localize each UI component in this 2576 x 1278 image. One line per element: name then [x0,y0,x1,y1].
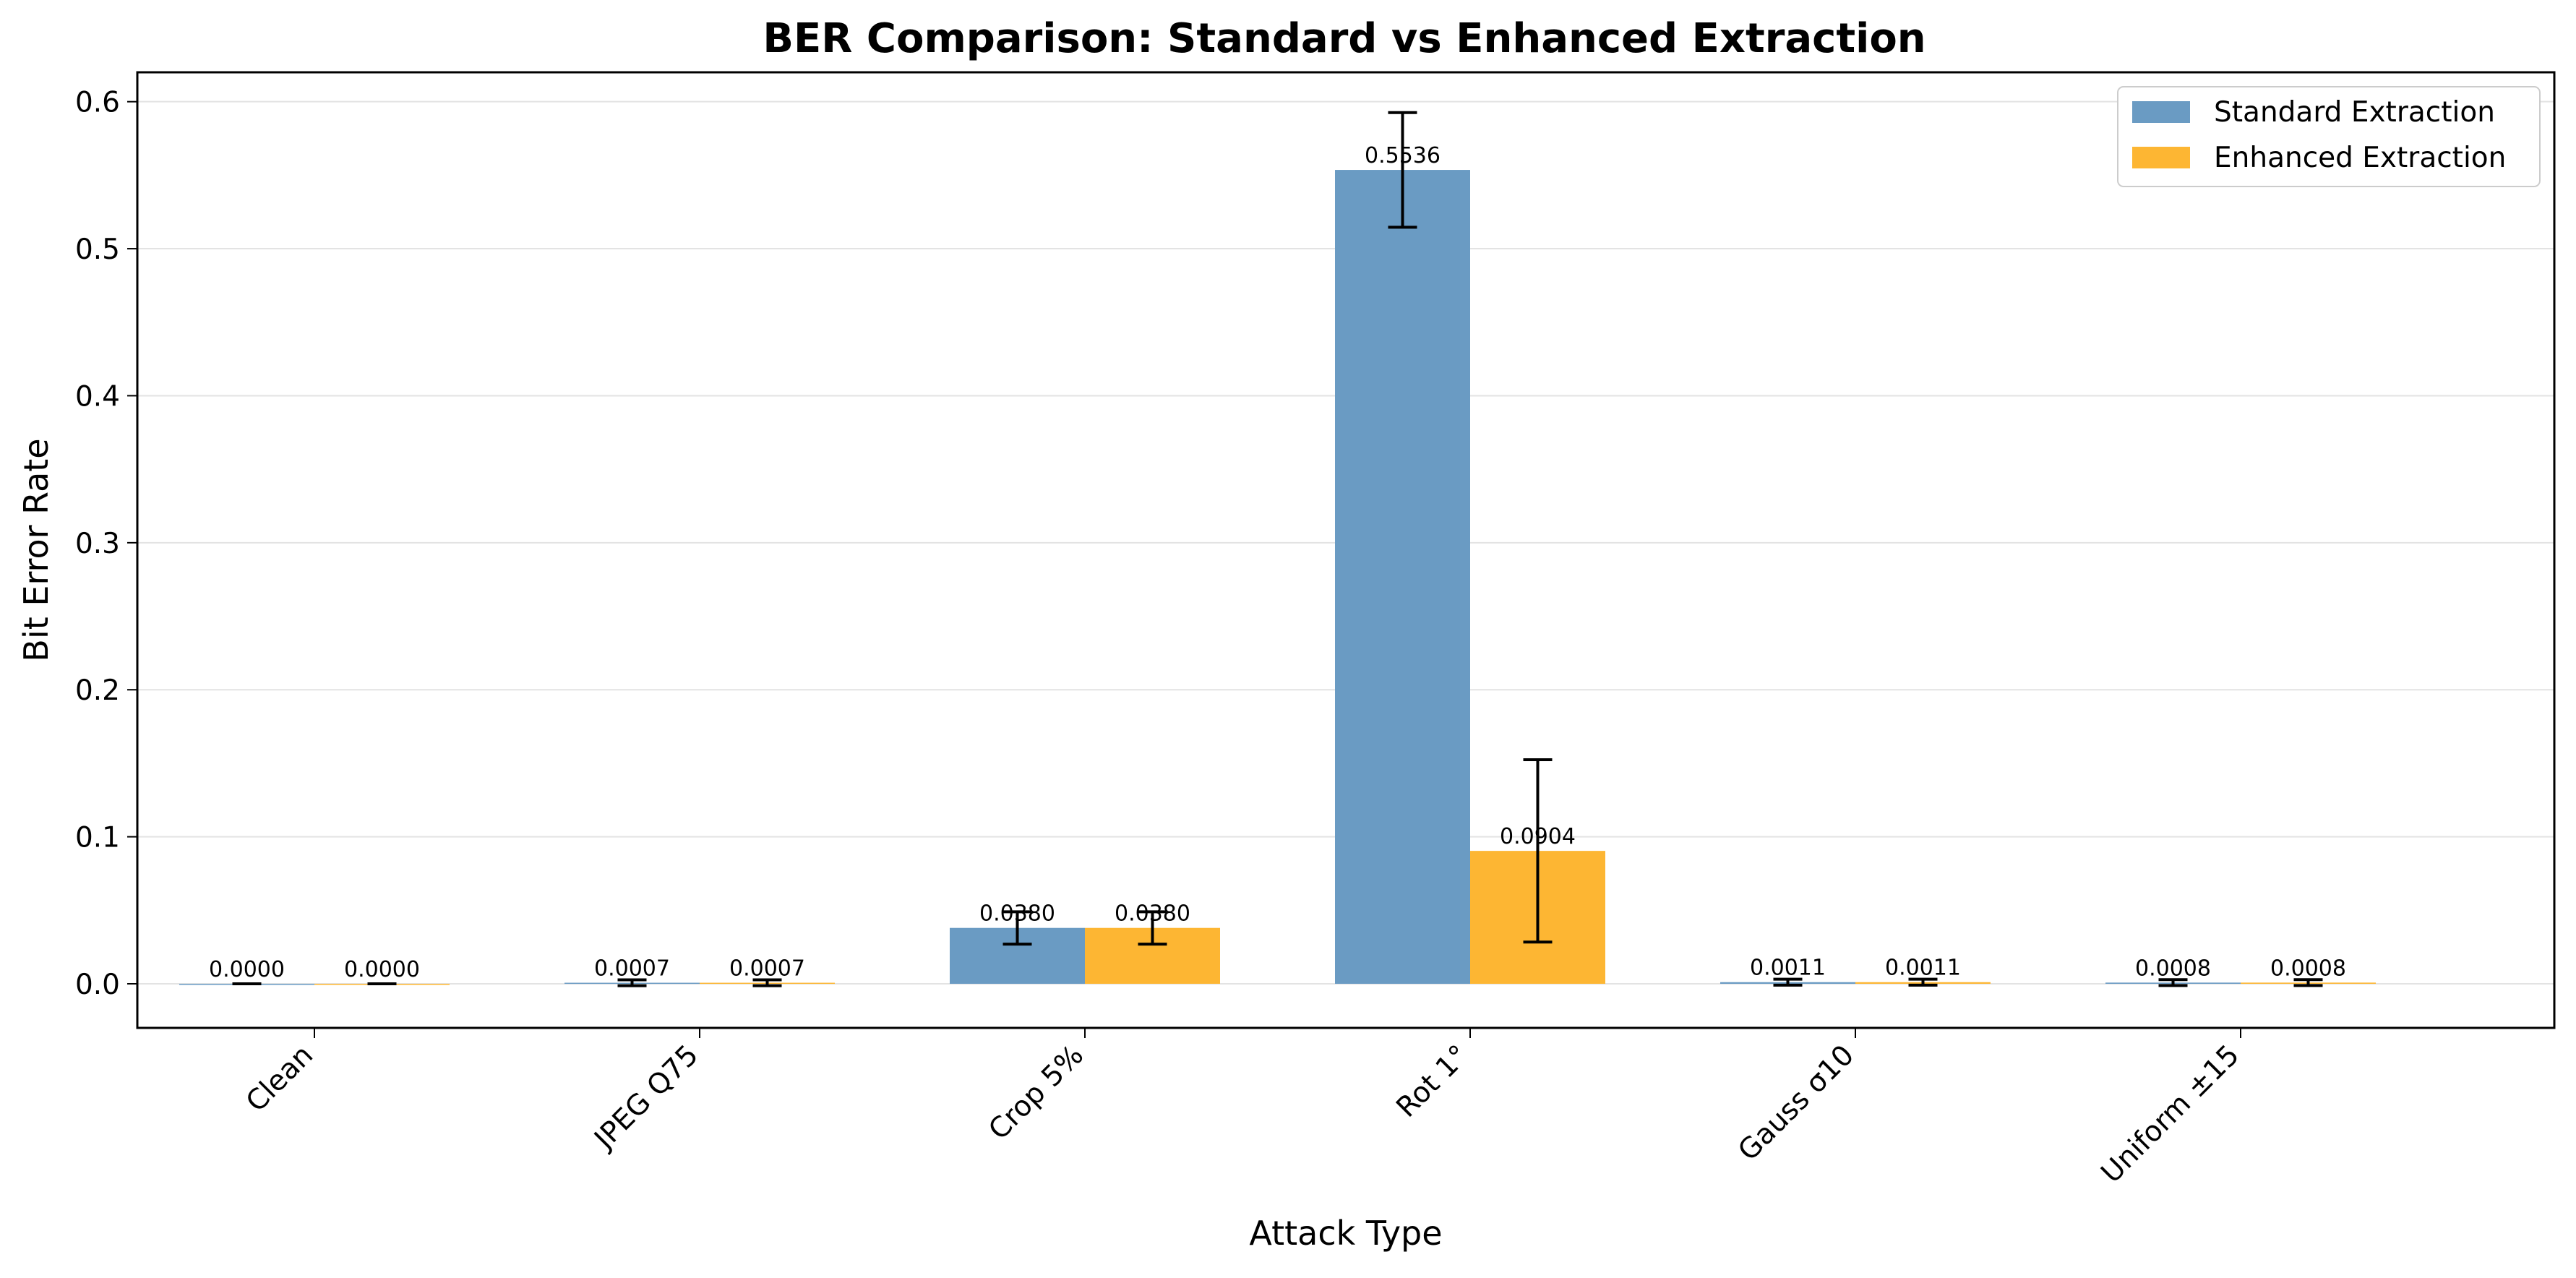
x-axis-label: Attack Type [1249,1214,1442,1253]
data-label: 0.0008 [2270,956,2346,981]
legend-label-standard: Standard Extraction [2214,96,2495,129]
error-bar [1908,977,1938,987]
data-label: 0.0007 [594,956,670,982]
error-bar [1138,910,1167,946]
error-bar [2158,978,2188,987]
x-tick-label: Gauss σ10 [1732,1039,1860,1167]
data-label: 0.0011 [1750,956,1826,981]
data-label: 0.0904 [1500,824,1576,849]
data-label: 0.0380 [1115,901,1190,927]
error-bar [617,978,647,987]
legend-label-enhanced: Enhanced Extraction [2214,142,2506,174]
bars [179,170,2376,985]
plot-frame [136,71,2556,1029]
legend-swatch-enhanced [2132,147,2190,168]
y-tick-label: 0.2 [75,674,120,707]
y-tick-label: 0.5 [75,233,120,266]
x-tick-label: Crop 5% [982,1039,1090,1146]
data-labels: 0.0000 0.0000 0.0007 0.0007 0.0380 0.0380 0.55… [209,143,2346,982]
data-label: 0.0011 [1885,956,1961,981]
y-axis-ticks: 0.0 0.1 0.2 0.3 0.4 0.5 0.6 [75,87,137,1001]
x-tick-label: Rot 1° [1391,1039,1476,1124]
error-bar [1523,758,1553,944]
data-label: 0.0000 [209,957,285,982]
y-tick-label: 0.3 [75,528,120,560]
y-tick-label: 0.1 [75,822,120,854]
bar-standard-extraction-rot-1 [1335,170,1470,984]
y-tick-label: 0.0 [75,969,120,1001]
data-label: 0.0007 [729,956,805,982]
legend-swatch-standard [2132,101,2190,123]
legend: Standard Extraction Enhanced Extraction [2117,86,2541,187]
error-bar [752,978,782,987]
y-tick-label: 0.6 [75,87,120,119]
x-axis-ticks: Clean JPEG Q75 Crop 5% Rot 1° Gauss σ10 Unifo… [240,1028,2246,1190]
x-tick-label: Uniform ±15 [2095,1039,2246,1189]
error-bar [1773,977,1803,987]
data-label: 0.0380 [979,901,1055,927]
y-tick-label: 0.4 [75,380,120,413]
x-tick-label: Clean [240,1039,319,1118]
data-label: 0.0000 [344,957,420,982]
data-label: 0.0008 [2135,956,2211,981]
error-bar [1003,910,1032,946]
legend-box [2117,86,2541,187]
error-bar [1388,111,1417,229]
error-bars [232,111,2323,987]
chart-title: BER Comparison: Standard vs Enhanced Ext… [763,15,1925,62]
data-label: 0.5536 [1365,143,1441,168]
y-axis-label: Bit Error Rate [17,438,56,661]
x-tick-label: JPEG Q75 [587,1039,705,1157]
error-bar [2293,978,2323,987]
